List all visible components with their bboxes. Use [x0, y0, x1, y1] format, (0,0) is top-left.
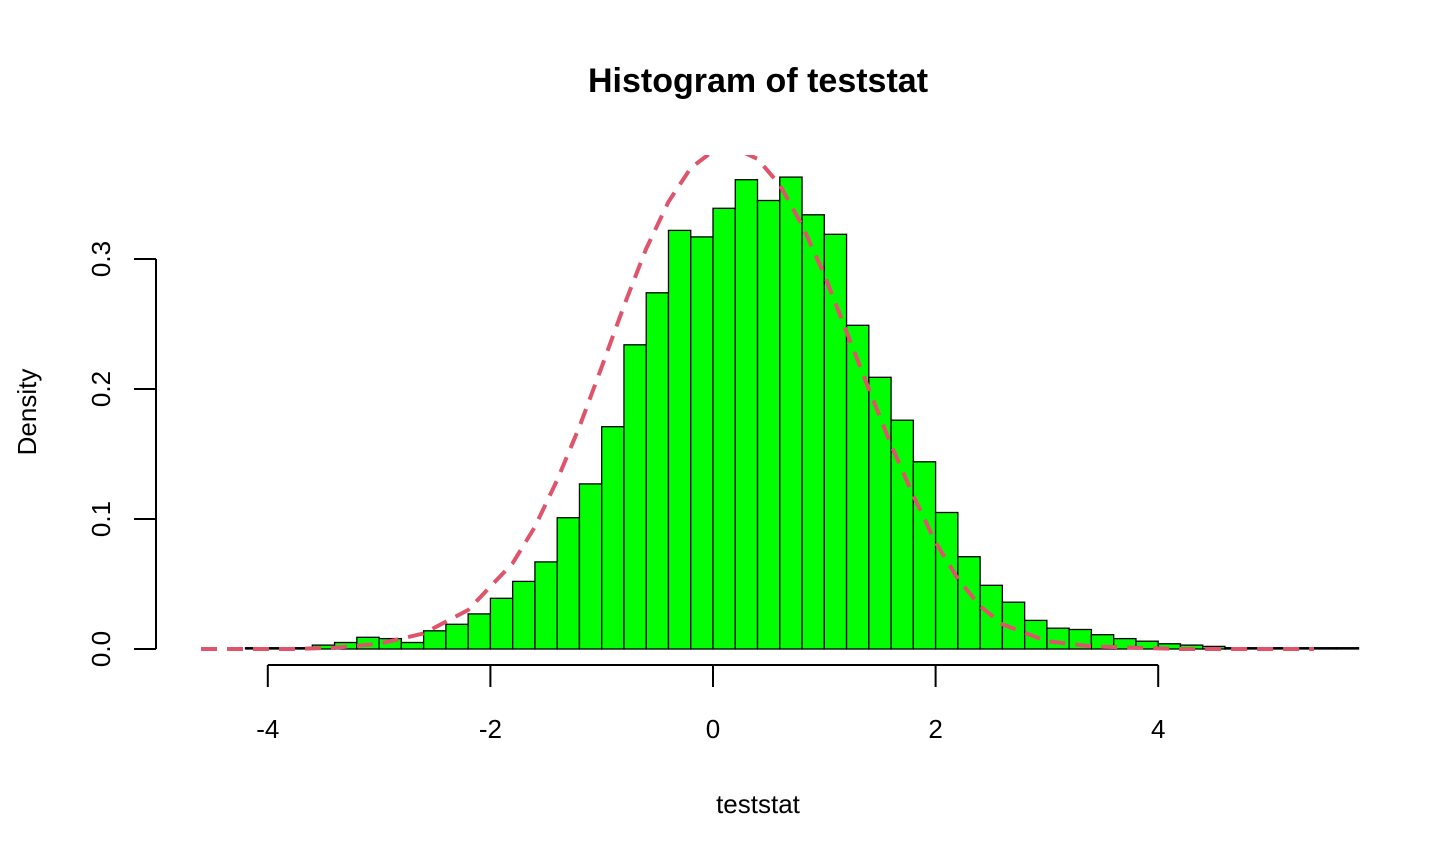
x-tick-label: 4	[1151, 714, 1165, 744]
histogram-bar	[823, 233, 848, 650]
chart-title: Histogram of teststat	[588, 62, 928, 100]
histogram-bar	[400, 641, 425, 650]
histogram-bar	[623, 344, 647, 650]
y-tick-label: 0.1	[86, 501, 116, 537]
histogram-bar	[467, 613, 492, 650]
histogram-bar	[445, 623, 469, 650]
y-tick-label: 0.2	[86, 371, 116, 407]
y-axis: 0.0 0.1 0.2 0.3	[86, 241, 157, 667]
x-axis: -4 -2 0 2 4	[256, 664, 1165, 744]
x-axis-label: teststat	[716, 789, 801, 819]
histogram-bar	[756, 199, 781, 650]
histogram-bar	[779, 176, 803, 650]
histogram-bar	[912, 461, 937, 650]
histogram-bar	[868, 376, 892, 650]
histogram-bar	[845, 324, 870, 650]
histogram-bar	[667, 229, 692, 650]
histogram-bar	[1335, 647, 1360, 650]
histogram-bar	[957, 556, 981, 650]
histogram-bar	[422, 630, 447, 650]
histogram-bar	[934, 511, 959, 650]
histogram-bar	[601, 426, 625, 650]
histogram-bars	[244, 176, 1360, 650]
histogram-bar	[690, 236, 714, 650]
density-curve-group	[201, 155, 1315, 651]
x-tick-label: 2	[928, 714, 942, 744]
y-axis-label: Density	[12, 369, 42, 456]
histogram-bar	[1313, 647, 1337, 650]
histogram-bar	[801, 214, 825, 650]
y-tick-label: 0.0	[86, 631, 116, 667]
histogram-bar	[512, 580, 536, 650]
x-tick-label: -2	[479, 714, 502, 744]
histogram-bar	[645, 292, 670, 650]
histogram-bar	[489, 597, 514, 650]
histogram-bar	[734, 179, 759, 650]
x-tick-label: 0	[706, 714, 720, 744]
histogram-bar	[556, 517, 581, 650]
density-curve	[201, 155, 1315, 651]
histogram-bar	[712, 207, 736, 650]
histogram-bar	[534, 561, 558, 650]
y-tick-label: 0.3	[86, 241, 116, 277]
histogram-bar	[578, 483, 603, 650]
histogram-bar	[1046, 627, 1070, 650]
x-tick-label: -4	[256, 714, 279, 744]
